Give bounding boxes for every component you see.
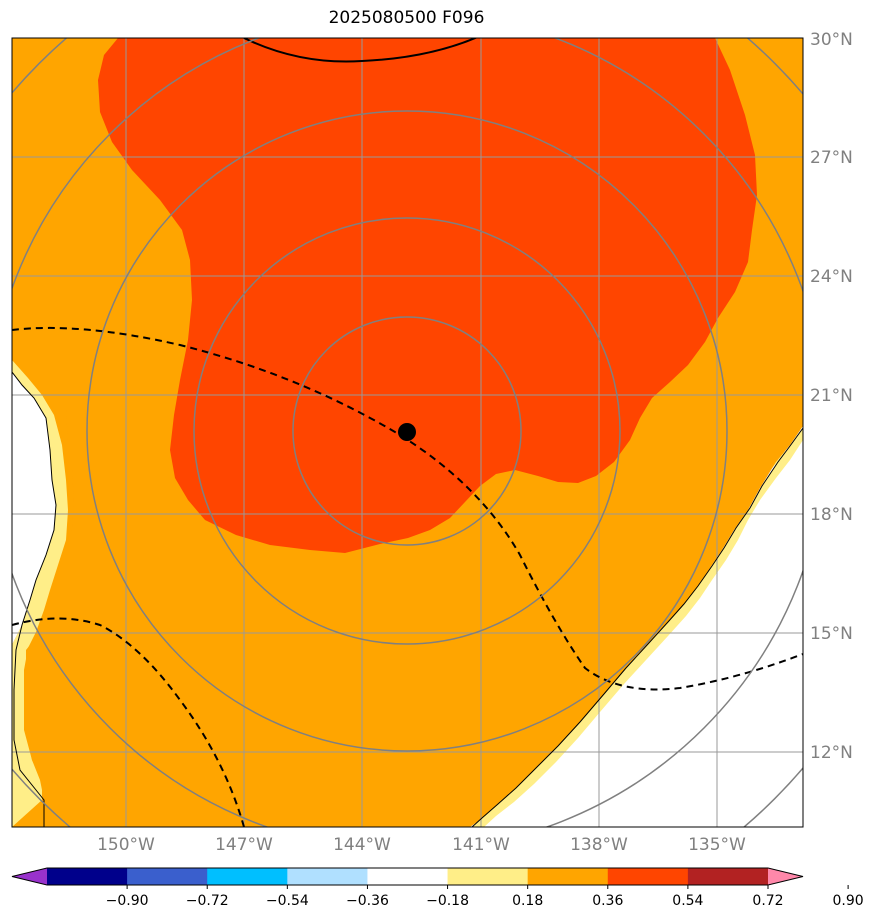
colorbar-label: −0.90 <box>106 893 149 909</box>
contour-dashed-main <box>12 326 803 691</box>
lon-label: 135°W <box>688 835 746 855</box>
colorbar-label: 0.36 <box>592 893 623 909</box>
contour-line-right <box>471 427 803 827</box>
range-ring-1 <box>292 316 522 546</box>
lat-label: 12°N <box>810 743 853 763</box>
colorbar-swatch <box>207 868 288 885</box>
contour-fill-0-18-left <box>12 360 68 827</box>
lat-label: 30°N <box>810 30 853 50</box>
lon-label: 138°W <box>570 835 628 855</box>
contour-line-left <box>12 371 57 827</box>
colorbar-swatch <box>127 868 208 885</box>
colorbar-swatch <box>527 868 609 885</box>
lon-label: 144°W <box>333 835 391 855</box>
contour-fill-low-right <box>484 440 803 827</box>
colorbar-label: −0.36 <box>346 893 389 909</box>
colorbar-label: 0.72 <box>752 893 783 909</box>
contour-dashed-lower <box>12 617 245 827</box>
lon-labels: 150°W 147°W 144°W 141°W 138°W 135°W <box>97 835 746 855</box>
colorbar-label: 0.90 <box>833 893 864 909</box>
map-frame <box>11 37 804 828</box>
contour-solid-top <box>243 38 478 63</box>
map-title: 2025080500 F096 <box>328 8 485 28</box>
colorbar-swatch <box>447 868 529 885</box>
range-ring-2 <box>193 217 621 645</box>
colorbar-outline <box>11 867 804 886</box>
colorbar-label: −0.54 <box>266 893 309 909</box>
lat-label: 27°N <box>810 148 853 168</box>
lon-label: 147°W <box>215 835 273 855</box>
contour-fill-0-36-left <box>26 400 80 827</box>
lon-label: 141°W <box>452 835 510 855</box>
lat-label: 21°N <box>810 386 853 406</box>
storm-center-marker <box>398 423 416 441</box>
colorbar-swatch <box>687 868 769 885</box>
colorbar-label: 0.54 <box>672 893 703 909</box>
colorbar-swatches <box>11 867 804 886</box>
colorbar-swatch <box>47 868 128 885</box>
colorbar-label: 0.18 <box>512 893 543 909</box>
graticule <box>12 38 803 827</box>
colorbar-swatch <box>607 868 689 885</box>
lat-label: 24°N <box>810 267 853 287</box>
colorbar-label: −0.72 <box>186 893 229 909</box>
contour-fill-low-left <box>12 372 56 645</box>
colorbar-label: −0.18 <box>426 893 469 909</box>
colorbar: −0.90 −0.72 −0.54 −0.36 −0.18 0.18 0.36 0.54 0.7… <box>11 867 864 909</box>
lat-label: 15°N <box>810 624 853 644</box>
colorbar-swatch <box>12 868 47 885</box>
lat-label: 18°N <box>810 505 853 525</box>
colorbar-swatch <box>768 868 803 885</box>
lat-labels: 12°N 15°N 18°N 21°N 24°N 27°N 30°N <box>810 30 853 763</box>
colorbar-labels: −0.90 −0.72 −0.54 −0.36 −0.18 0.18 0.36 0.54 0.7… <box>106 885 864 909</box>
colorbar-swatch <box>287 868 368 885</box>
range-ring-3 <box>86 110 728 752</box>
colorbar-swatch <box>367 868 449 885</box>
lon-label: 150°W <box>97 835 155 855</box>
contour-fill-0-54 <box>98 38 757 553</box>
